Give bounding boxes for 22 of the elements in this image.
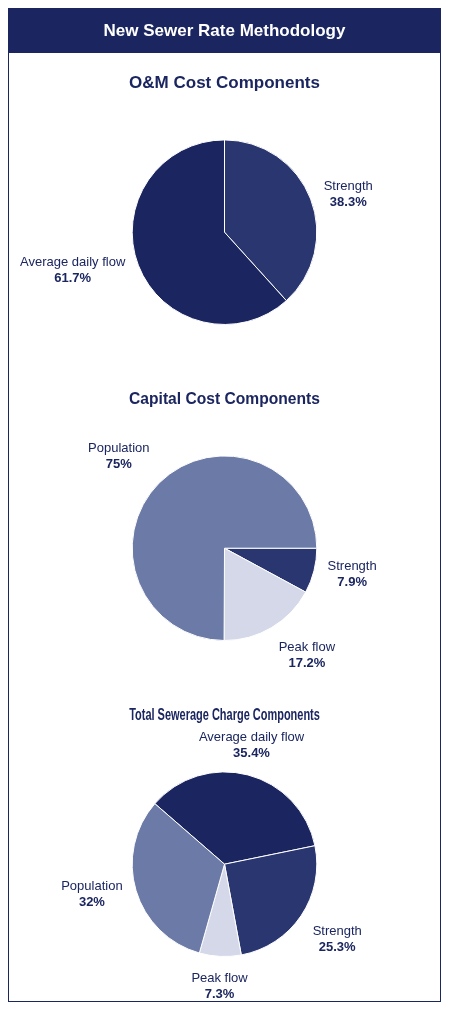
slice-label: Population: [61, 878, 123, 894]
data-label: 61.7%: [54, 269, 92, 285]
chart-title: Total Sewerage Charge Components: [129, 704, 320, 724]
data-label: 32%: [78, 894, 106, 910]
slice-label: Population: [88, 440, 150, 456]
chart-title: Capital Cost Components: [129, 388, 320, 408]
data-label: 7.3%: [204, 985, 235, 1001]
data-label: 38.3%: [329, 193, 368, 209]
data-label: 25.3%: [318, 939, 357, 955]
chart-subtitle: O&M Cost Components: [129, 72, 320, 92]
data-label: 17.2%: [288, 655, 326, 671]
slice-label: Peak flow: [191, 969, 249, 985]
data-label: 7.9%: [337, 573, 368, 589]
slice-label: Strength: [312, 923, 362, 939]
data-label: 35.4%: [233, 744, 271, 760]
slice-label: Average daily flow: [198, 728, 305, 744]
slice-label: Strength: [327, 557, 377, 573]
slice-label: Strength: [323, 177, 373, 193]
chart-title: New Sewer Rate Methodology: [9, 9, 440, 53]
slice-label: Average daily flow: [20, 253, 126, 269]
slice-label: Peak flow: [278, 639, 336, 655]
data-label: 75%: [105, 456, 133, 472]
